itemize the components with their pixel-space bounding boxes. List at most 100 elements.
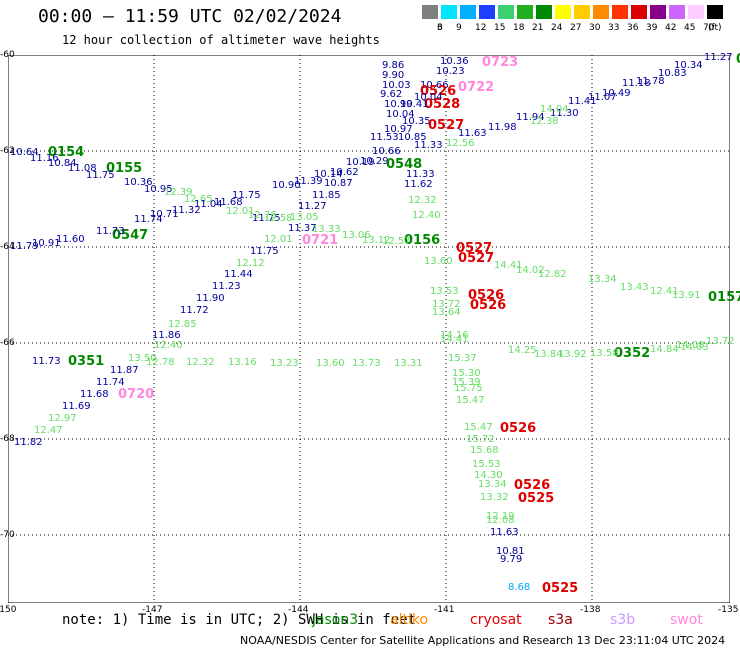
wave-height-label: 12.65: [184, 194, 213, 205]
wave-height-label: 12.76: [248, 210, 277, 221]
latitude-tick-label: -66: [0, 338, 15, 348]
wave-height-label: 14.02: [516, 265, 545, 276]
wave-height-label: 14.25: [508, 345, 537, 356]
wave-height-label: 11.75: [86, 170, 115, 181]
wave-height-label: 9.86: [382, 60, 405, 71]
wave-height-label: 14.84: [650, 344, 679, 355]
satellite-legend-s3a: s3a: [548, 612, 573, 628]
wave-height-label: 13.60: [316, 358, 345, 369]
pass-time-label: 0548: [386, 157, 423, 172]
wave-height-label: 10.19: [346, 157, 375, 168]
latitude-tick-label: -70: [0, 530, 15, 540]
colorbar-swatch: [593, 5, 609, 19]
footnote: note: 1) Time is in UTC; 2) SWH is in fe…: [62, 612, 417, 628]
wave-height-label: 14.08: [676, 340, 705, 351]
colorbar-label: 33: [608, 23, 620, 33]
pass-time-label: 0525: [542, 581, 579, 596]
wave-height-label: 13.34: [588, 274, 617, 285]
wave-height-label: 12.85: [168, 319, 197, 330]
wave-height-label: 10.41: [400, 99, 429, 110]
pass-time-label: 0526: [468, 288, 505, 303]
wave-height-label: 12.39: [164, 187, 193, 198]
wave-height-label: 12.40: [154, 340, 183, 351]
wave-height-label: 10.62: [330, 167, 359, 178]
satellite-legend-jason3: jason3: [312, 612, 359, 628]
pass-time-label: 0721: [302, 233, 339, 248]
wave-height-label: 11.16: [30, 153, 59, 164]
colorbar-swatch: [631, 5, 647, 19]
wave-height-label: 11.79: [10, 241, 39, 252]
wave-height-label: 12.38: [530, 116, 559, 127]
wave-height-label: 15.53: [472, 459, 501, 470]
wave-height-label: 11.75: [250, 246, 279, 257]
wave-height-label: 11.60: [56, 234, 85, 245]
wave-height-label: 11.32: [172, 205, 201, 216]
wave-height-label: 13.72: [706, 336, 735, 347]
pass-time-label: 0526: [420, 84, 457, 99]
wave-height-label: 11.75: [232, 190, 261, 201]
latitude-tick-label: -60: [0, 50, 15, 60]
wave-height-label: 12.97: [48, 413, 77, 424]
wave-height-label: 13.34: [478, 479, 507, 490]
pass-time-label: 0720: [118, 387, 155, 402]
colorbar-swatch: [612, 5, 628, 19]
wave-height-label: 11.07: [588, 92, 617, 103]
longitude-tick-label: -147: [142, 605, 163, 615]
colorbar-label: 3: [437, 23, 443, 33]
wave-height-label: 12.32: [408, 195, 437, 206]
credit-line: NOAA/NESDIS Center for Satellite Applica…: [240, 634, 726, 647]
wave-height-label: 13.91: [672, 290, 701, 301]
longitude-tick-label: -138: [580, 605, 601, 615]
wave-height-label: 11.53: [370, 132, 399, 143]
wave-height-label: 14.16: [440, 330, 469, 341]
colorbar-label: 6: [437, 23, 443, 33]
longitude-tick-label: -135: [718, 605, 739, 615]
wave-height-label: 10.04: [414, 92, 443, 103]
latitude-tick-label: -64: [0, 242, 15, 252]
wave-height-label: 12.19: [486, 511, 515, 522]
wave-height-label: 10.23: [436, 66, 465, 77]
pass-time-label: 0549: [736, 52, 740, 67]
wave-height-label: 13.33: [312, 224, 341, 235]
wave-height-label: 11.44: [224, 269, 253, 280]
wave-height-label: 11.68: [214, 197, 243, 208]
wave-height-label: 12.58: [264, 213, 293, 224]
wave-height-label: 10.29: [360, 156, 389, 167]
wave-height-label: 11.30: [550, 108, 579, 119]
map-plot-area: [8, 55, 730, 603]
wave-height-label: 9.62: [380, 89, 403, 100]
colorbar-swatch: [498, 5, 514, 19]
wave-height-label: 15.47: [456, 395, 485, 406]
wave-height-label: 15.72: [466, 434, 495, 445]
colorbar-label: 18: [513, 23, 525, 33]
wave-height-label: 11.82: [14, 437, 43, 448]
page-subtitle: 12 hour collection of altimeter wave hei…: [62, 33, 380, 47]
colorbar-swatch: [688, 5, 704, 19]
wave-height-label: 9.79: [500, 554, 523, 565]
longitude-tick-label: -141: [434, 605, 455, 615]
wave-height-label: 13.50: [128, 353, 157, 364]
wave-height-label: 11.78: [636, 76, 665, 87]
wave-height-label: 12.47: [34, 425, 63, 436]
wave-height-label: 11.86: [152, 330, 181, 341]
wave-height-label: 14.03: [680, 342, 709, 353]
colorbar-swatch: [479, 5, 495, 19]
wave-height-label: 11.94: [516, 112, 545, 123]
colorbar-label: 30: [589, 23, 601, 33]
wave-height-label: 10.03: [382, 80, 411, 91]
wave-height-label: 14.30: [474, 470, 503, 481]
pass-time-label: 0527: [458, 251, 495, 266]
wave-height-label: 14.41: [440, 334, 469, 345]
wave-height-label: 10.97: [384, 124, 413, 135]
colorbar-label: 39: [646, 23, 658, 33]
wave-height-label: 11.62: [404, 179, 433, 190]
longitude-tick-label: -144: [288, 605, 309, 615]
wave-height-label: 10.36: [440, 56, 469, 67]
wave-height-label: 11.69: [62, 401, 91, 412]
wave-height-label: 13.12: [362, 235, 391, 246]
colorbar-label: 9: [456, 23, 462, 33]
wave-height-label: 15.47: [464, 422, 493, 433]
wave-height-label: 10.34: [674, 60, 703, 71]
wave-height-label: 10.64: [10, 147, 39, 158]
